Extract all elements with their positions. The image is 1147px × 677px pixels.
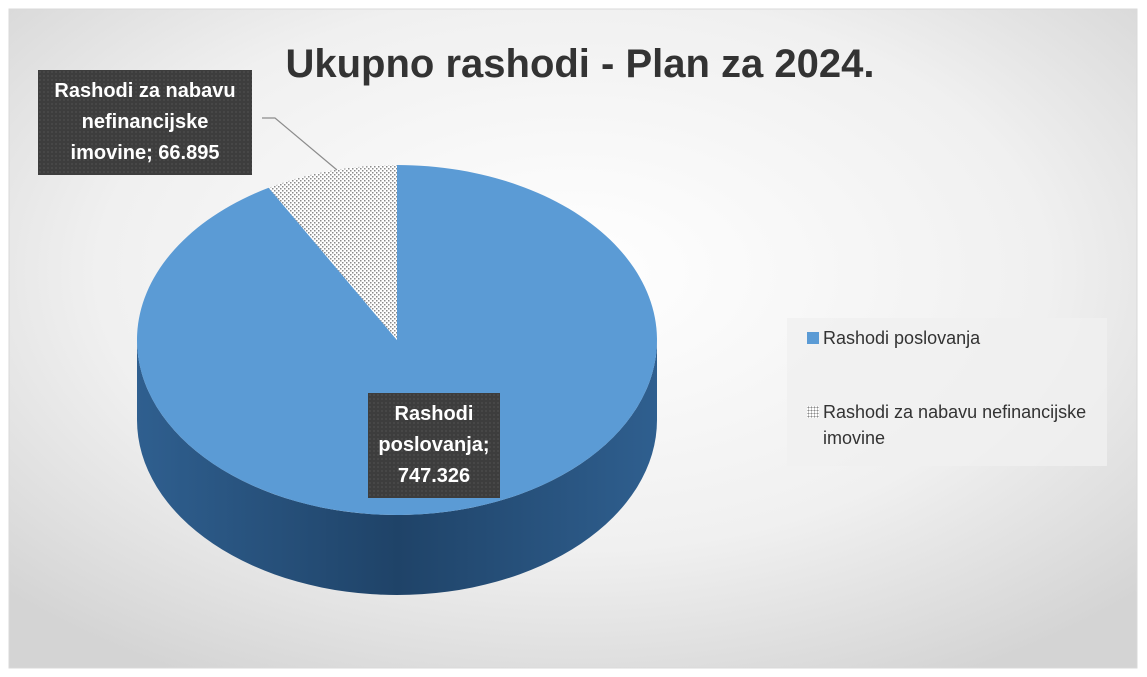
data-label: Rashodi poslovanja; 747.326 — [368, 393, 500, 498]
legend-swatch — [807, 406, 819, 418]
pie-slice — [137, 165, 658, 515]
legend-swatch — [807, 332, 819, 344]
pie-side — [137, 340, 657, 595]
leader-line — [262, 117, 338, 171]
legend: Rashodi poslovanja Rashodi za nabavu nef… — [787, 318, 1107, 466]
legend-item: Rashodi za nabavu nefinancijske imovine — [807, 399, 1107, 451]
legend-item: Rashodi poslovanja — [807, 325, 980, 351]
chart-title: Ukupno rashodi - Plan za 2024. — [285, 42, 875, 86]
legend-label: Rashodi za nabavu nefinancijske imovine — [823, 402, 1087, 448]
pie — [137, 165, 658, 595]
pie-slice — [268, 165, 397, 340]
data-label: Rashodi za nabavu nefinancijske imovine;… — [38, 70, 252, 175]
legend-label: Rashodi poslovanja — [823, 328, 981, 348]
